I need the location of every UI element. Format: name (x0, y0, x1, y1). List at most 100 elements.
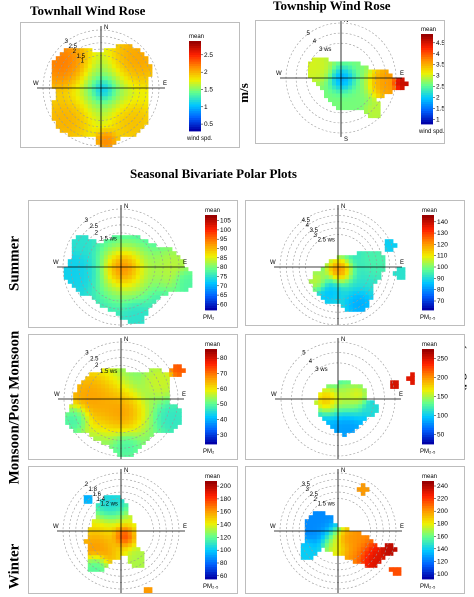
surface-cell (348, 551, 354, 556)
surface-cell (388, 547, 394, 552)
surface-cell (312, 523, 318, 528)
compass-north: N (124, 468, 128, 474)
surface-cell (81, 416, 86, 421)
ring-label: 3.5 (310, 228, 319, 234)
surface-cell (161, 416, 166, 421)
colorbar-segment (422, 436, 434, 440)
colorbar-segment (421, 79, 433, 82)
surface-cell (111, 235, 117, 240)
colorbar-segment (422, 229, 434, 233)
panel-township-summer: 2.5 ws33.544.5NESW708090100110120130140m… (245, 200, 465, 326)
surface-cell (169, 416, 174, 421)
surface-cell (356, 255, 362, 260)
surface-cell (376, 109, 381, 115)
surface-cell (91, 76, 97, 81)
surface-cell (145, 408, 150, 413)
surface-cell (328, 259, 334, 264)
surface-cell (153, 376, 158, 381)
surface-cell (350, 408, 355, 413)
surface-cell (350, 416, 355, 421)
seasonal-title: Seasonal Bivariate Polar Plots (130, 166, 297, 181)
surface-cell (340, 531, 346, 536)
colorbar-tick-label: 2 (204, 69, 208, 76)
surface-cell (115, 247, 121, 252)
colorbar-segment (189, 81, 201, 85)
surface-cell (179, 259, 185, 264)
colorbar-segment (189, 74, 201, 78)
surface-cell (99, 551, 105, 556)
ring-label: 2 (95, 230, 99, 236)
surface-cell (318, 400, 323, 405)
surface-cell (71, 56, 77, 61)
surface-cell (71, 112, 77, 117)
surface-cell (129, 416, 134, 421)
surface-cell (79, 279, 85, 284)
surface-cell (316, 279, 322, 284)
surface-cell (103, 243, 109, 248)
surface-cell (131, 72, 137, 77)
colorbar-segment (205, 365, 217, 369)
surface-cell (362, 412, 367, 417)
surface-cell (336, 299, 342, 304)
surface-cell (119, 511, 125, 516)
surface-cell (119, 132, 125, 137)
surface-cell (364, 487, 370, 492)
surface-cell (380, 85, 385, 91)
colorbar-segment (422, 554, 434, 558)
surface-cell (392, 567, 398, 572)
surface-cell (111, 116, 117, 121)
surface-cell (135, 563, 141, 568)
surface-cell (364, 563, 370, 568)
surface-cell (55, 56, 61, 61)
surface-cell (99, 267, 105, 272)
surface-cell (388, 243, 394, 248)
surface-cell (324, 271, 330, 276)
colorbar-tick-label: 4.5 (436, 40, 444, 47)
surface-cell (67, 263, 73, 268)
colorbar-segment (205, 554, 217, 558)
ring-label: 1.6 (93, 492, 102, 498)
surface-cell (332, 539, 338, 544)
surface-cell (153, 416, 158, 421)
surface-cell (83, 287, 89, 292)
surface-cell (131, 112, 137, 117)
surface-cell (115, 307, 121, 312)
surface-cell (157, 392, 162, 397)
surface-cell (119, 523, 125, 528)
surface-cell (131, 303, 137, 308)
colorbar-segment (422, 234, 434, 237)
surface-cell (117, 436, 122, 441)
colorbar-segment (205, 302, 217, 306)
surface-cell (141, 420, 146, 425)
colorbar-segment (421, 106, 433, 109)
surface-cell (151, 271, 157, 276)
surface-cell (123, 100, 129, 105)
colorbar-segment (205, 274, 217, 278)
surface-cell (406, 376, 411, 381)
surface-cell (340, 271, 346, 276)
colorbar-segment (422, 295, 434, 299)
surface-cell (111, 295, 117, 300)
surface-cell (346, 392, 351, 397)
surface-cell (75, 72, 81, 77)
surface-cell (342, 404, 347, 409)
surface-cell (157, 380, 162, 385)
surface-cell (119, 68, 125, 73)
surface-cell (75, 92, 81, 97)
colorbar-segment (422, 515, 434, 519)
surface-cell (85, 376, 90, 381)
surface-cell (109, 444, 114, 449)
colorbar-segment (205, 483, 217, 487)
surface-cell (400, 271, 406, 276)
surface-cell (119, 295, 125, 300)
colorbar-segment (205, 243, 217, 247)
surface-cell (143, 287, 149, 292)
surface-cell (143, 76, 149, 81)
surface-cell (91, 535, 97, 540)
compass-east: E (400, 524, 404, 530)
surface-cell (344, 535, 350, 540)
surface-cell (115, 243, 121, 248)
surface-cell (159, 267, 165, 272)
surface-cell (167, 271, 173, 276)
surface-cell (115, 279, 121, 284)
